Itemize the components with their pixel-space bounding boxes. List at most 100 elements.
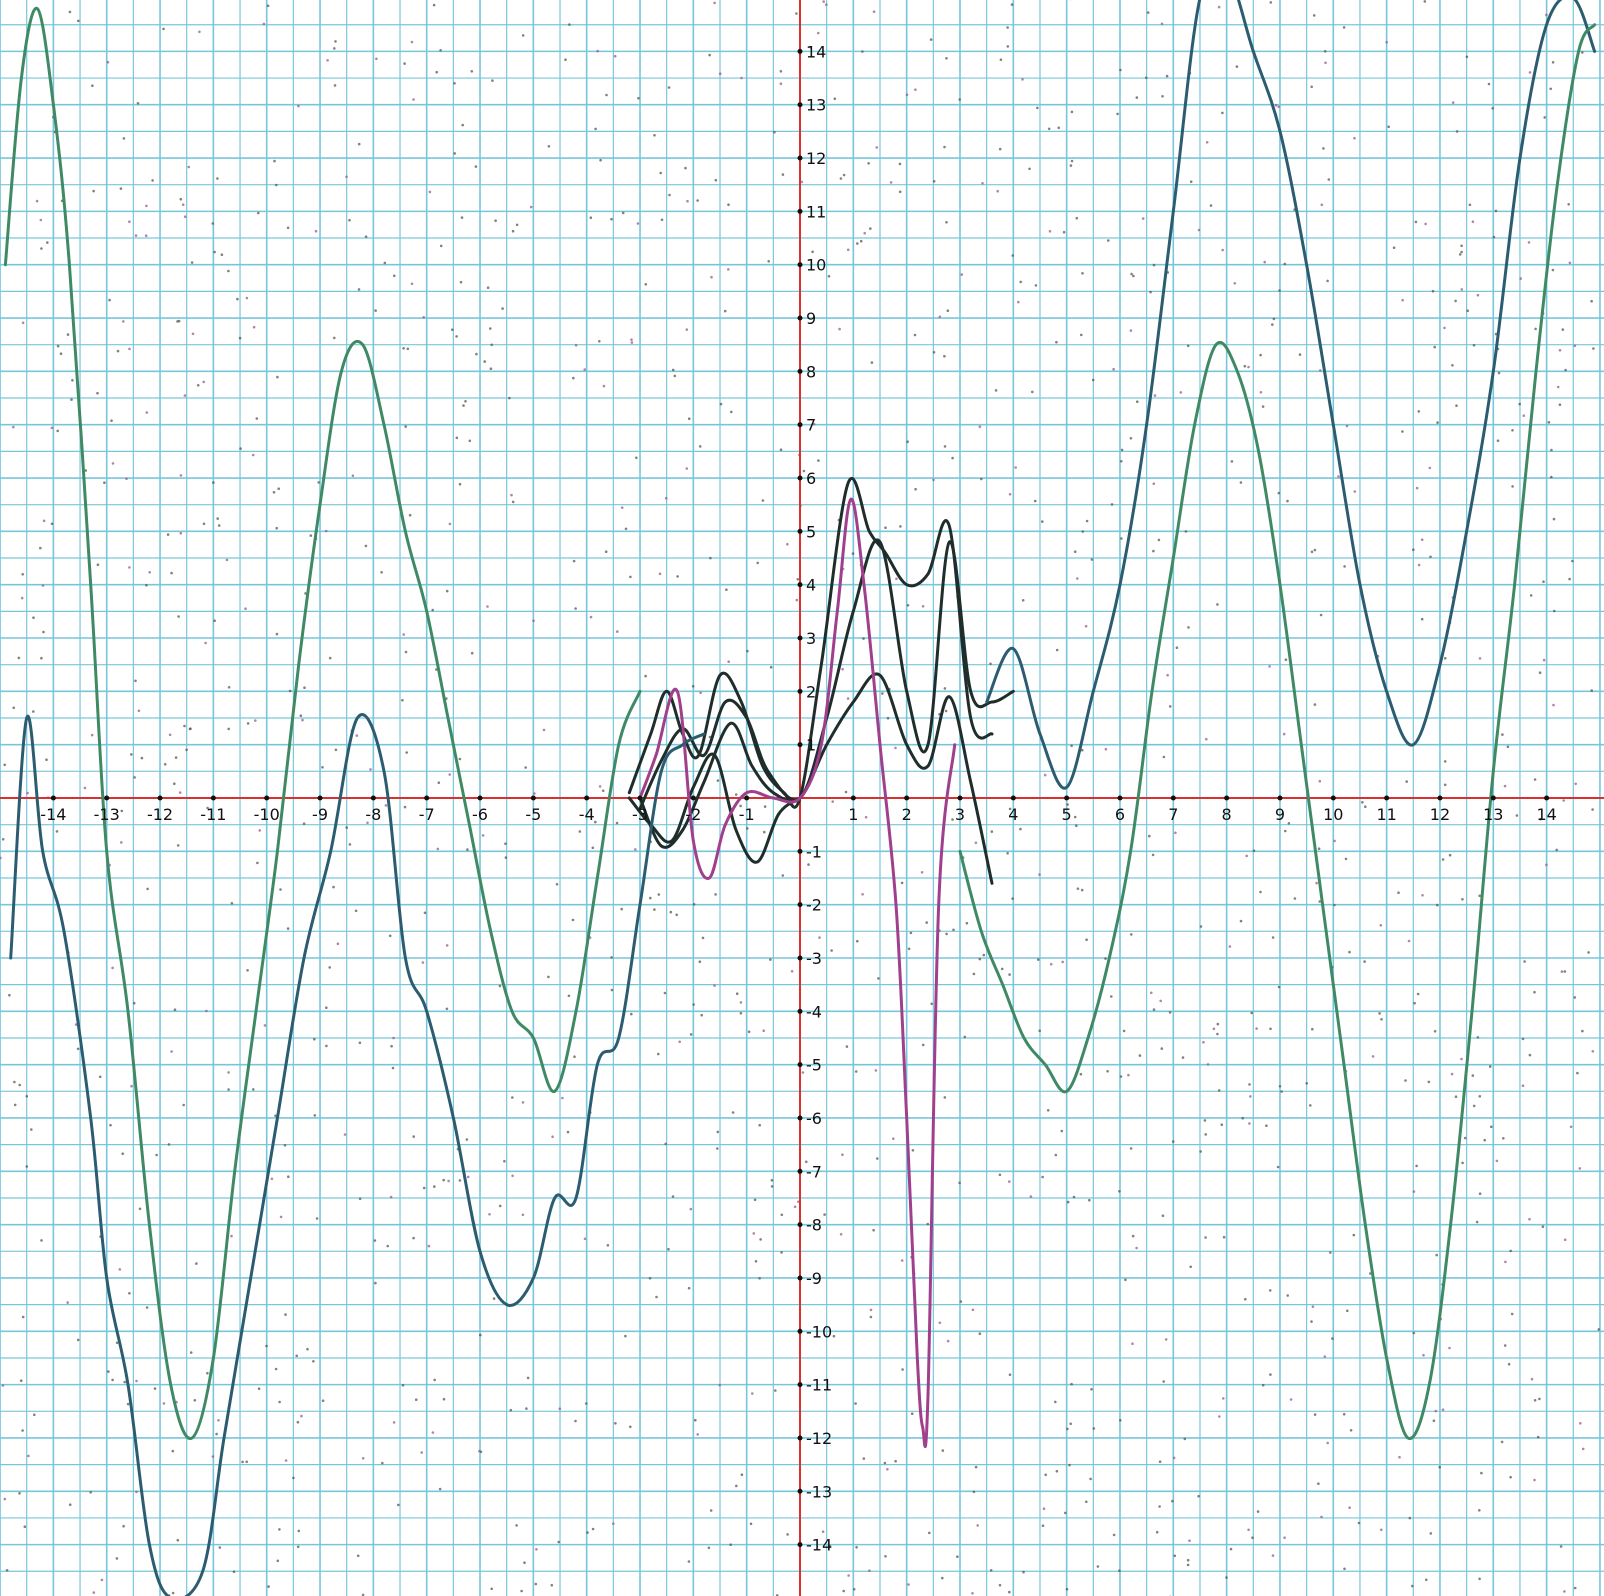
scatter-point: [1173, 1554, 1177, 1558]
scatter-point: [591, 1527, 595, 1531]
scatter-point: [770, 1185, 774, 1188]
scatter-point: [594, 127, 597, 131]
scatter-point: [701, 936, 705, 940]
scatter-point: [173, 782, 176, 785]
y-tick-mark: [797, 582, 803, 588]
scatter-point: [1538, 1397, 1541, 1401]
scatter-point: [1533, 778, 1537, 781]
x-tick-label: -6: [472, 805, 488, 824]
scatter-point: [448, 522, 452, 526]
scatter-point: [1261, 405, 1265, 408]
scatter-point: [241, 1460, 244, 1464]
scatter-point: [1104, 747, 1108, 751]
scatter-point: [906, 604, 910, 607]
scatter-point: [453, 82, 456, 85]
scatter-point: [1249, 1095, 1252, 1098]
scatter-point: [1068, 1463, 1071, 1467]
scatter-point: [66, 333, 70, 336]
x-tick-mark: [690, 795, 696, 801]
scatter-point: [1571, 559, 1574, 563]
x-tick-label: -8: [365, 805, 381, 824]
scatter-point: [830, 949, 833, 952]
scatter-point: [267, 1585, 270, 1588]
scatter-point: [412, 1135, 416, 1138]
scatter-point: [1541, 1225, 1545, 1228]
scatter-point: [256, 861, 259, 865]
scatter-point: [520, 1589, 523, 1593]
scatter-point: [56, 429, 59, 433]
scatter-point: [1478, 1509, 1481, 1512]
scatter-point: [479, 1333, 482, 1337]
scatter-point: [183, 724, 186, 728]
scatter-point: [874, 1069, 878, 1072]
scatter-point: [629, 575, 632, 579]
scatter-point: [877, 977, 880, 980]
scatter-point: [758, 1123, 761, 1127]
scatter-point: [217, 1419, 220, 1422]
scatter-point: [1136, 400, 1139, 404]
scatter-point: [115, 1341, 119, 1345]
scatter-point: [1171, 1499, 1174, 1503]
scatter-point: [213, 619, 216, 622]
scatter-point: [685, 467, 689, 470]
scatter-point: [211, 1455, 215, 1458]
scatter-point: [135, 1379, 138, 1383]
scatter-point: [971, 1308, 975, 1312]
scatter-point: [1424, 222, 1427, 226]
scatter-point: [21, 1315, 25, 1319]
scatter-point: [1451, 364, 1454, 367]
scatter-point: [1563, 970, 1567, 973]
scatter-point: [21, 321, 25, 325]
y-tick-mark: [797, 102, 803, 108]
x-tick-mark: [637, 795, 643, 801]
scatter-point: [1197, 1494, 1200, 1498]
scatter-point: [932, 180, 936, 183]
scatter-point: [1064, 1511, 1067, 1515]
scatter-point: [943, 145, 946, 149]
scatter-point: [793, 1205, 797, 1209]
scatter-point: [959, 1300, 963, 1303]
scatter-point: [521, 1101, 525, 1104]
x-tick-mark: [850, 795, 856, 801]
scatter-point: [120, 841, 123, 844]
scatter-point: [535, 1548, 538, 1551]
scatter-point: [1019, 827, 1022, 831]
scatter-point: [254, 719, 257, 722]
scatter-point: [675, 913, 678, 917]
scatter-point: [1107, 239, 1110, 242]
scatter-point: [374, 309, 377, 312]
scatter-point: [1533, 990, 1536, 994]
scatter-point: [20, 596, 24, 600]
scatter-point: [1265, 1124, 1268, 1127]
scatter-point: [1054, 1153, 1058, 1157]
scatter-point: [1385, 40, 1388, 44]
scatter-point: [698, 445, 702, 448]
y-tick-mark: [797, 262, 803, 268]
scatter-point: [1343, 565, 1346, 568]
scatter-point: [653, 134, 656, 137]
scatter-point: [1159, 999, 1162, 1003]
scatter-point: [567, 994, 571, 998]
series-line-dark-neg: [627, 752, 802, 864]
y-tick-label: 11: [806, 202, 826, 221]
scatter-point: [442, 1178, 446, 1182]
scatter-point: [1417, 563, 1421, 567]
scatter-point: [92, 1591, 96, 1594]
scatter-point: [1539, 817, 1542, 821]
scatter-point: [1547, 421, 1551, 424]
scatter-point: [1371, 1055, 1375, 1058]
scatter-point: [1081, 530, 1085, 533]
scatter-point: [828, 1544, 832, 1548]
scatter-point: [40, 1239, 43, 1242]
scatter-point: [292, 1476, 295, 1480]
scatter-point: [807, 863, 810, 866]
scatter-point: [1261, 1383, 1265, 1387]
scatter-point: [630, 338, 633, 342]
scatter-point: [696, 1433, 699, 1436]
scatter-point: [1011, 254, 1015, 257]
scatter-point: [227, 269, 230, 273]
scatter-point: [583, 1237, 587, 1241]
scatter-point: [869, 1315, 873, 1319]
scatter-point: [1017, 300, 1020, 304]
